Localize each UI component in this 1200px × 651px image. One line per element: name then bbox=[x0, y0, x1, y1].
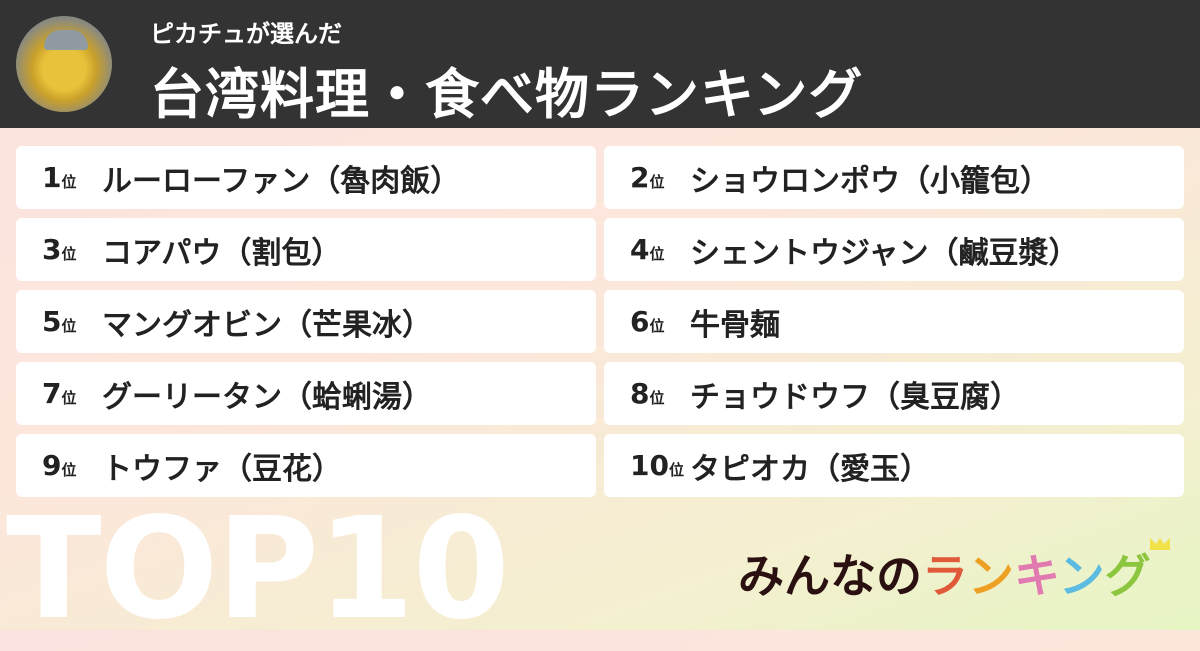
rank-suffix: 位 bbox=[61, 317, 77, 335]
rank-number: 1位 bbox=[42, 161, 77, 194]
rank-suffix: 位 bbox=[61, 461, 77, 479]
ranking-item[interactable]: 5位 マングオビン（芒果冰） bbox=[16, 290, 596, 353]
rank-number: 8位 bbox=[630, 377, 665, 410]
logo-char: キ bbox=[1014, 549, 1059, 603]
logo-char: グ bbox=[1104, 549, 1151, 603]
item-name: シェントウジャン（鹹豆漿） bbox=[690, 235, 1079, 271]
logo-char: ラ bbox=[922, 549, 968, 603]
logo-char: ン bbox=[968, 549, 1014, 603]
rank-suffix: 位 bbox=[649, 173, 665, 191]
ranking-item[interactable]: 7位 グーリータン（蛤蜊湯） bbox=[16, 362, 596, 425]
rank-number: 5位 bbox=[42, 305, 77, 338]
ranking-item[interactable]: 4位 シェントウジャン（鹹豆漿） bbox=[604, 218, 1184, 281]
ranking-item[interactable]: 10位 タピオカ（愛玉） bbox=[604, 434, 1184, 497]
page-title: 台湾料理・食べ物ランキング bbox=[150, 63, 864, 126]
avatar bbox=[16, 16, 112, 112]
item-name: ルーローファン（魯肉飯） bbox=[102, 163, 461, 199]
item-name: ショウロンポウ（小籠包） bbox=[690, 163, 1050, 199]
top10-label: TOP10 bbox=[6, 488, 510, 651]
rank-number: 4位 bbox=[630, 233, 665, 266]
rank-suffix: 位 bbox=[649, 317, 665, 335]
ranking-item[interactable]: 9位 トウファ（豆花） bbox=[16, 434, 596, 497]
ranking-item[interactable]: 3位 コアパウ（割包） bbox=[16, 218, 596, 281]
rank-number: 3位 bbox=[42, 233, 77, 266]
rank-number: 6位 bbox=[630, 305, 665, 338]
item-name: チョウドウフ（臭豆腐） bbox=[690, 379, 1020, 415]
logo-char: ン bbox=[1058, 549, 1105, 603]
rank-suffix: 位 bbox=[61, 389, 77, 407]
subtitle: ピカチュが選んだ bbox=[150, 20, 342, 48]
item-name: グーリータン（蛤蜊湯） bbox=[102, 379, 432, 415]
item-name: トウファ（豆花） bbox=[102, 451, 342, 487]
item-name: マングオビン（芒果冰） bbox=[102, 307, 432, 343]
ranking-item[interactable]: 8位 チョウドウフ（臭豆腐） bbox=[604, 362, 1184, 425]
crown-icon bbox=[1150, 538, 1170, 550]
rank-suffix: 位 bbox=[61, 173, 77, 191]
item-name: 牛骨麺 bbox=[690, 307, 780, 343]
rank-suffix: 位 bbox=[649, 245, 665, 263]
logo-part1: みんなの bbox=[738, 549, 922, 603]
rank-suffix: 位 bbox=[61, 245, 77, 263]
item-name: コアパウ（割包） bbox=[102, 235, 342, 271]
rank-number: 10位 bbox=[630, 449, 684, 482]
rank-number: 9位 bbox=[42, 449, 77, 482]
rank-number: 2位 bbox=[630, 161, 665, 194]
ranking-item[interactable]: 2位 ショウロンポウ（小籠包） bbox=[604, 146, 1184, 209]
site-logo[interactable]: みんなのランキング bbox=[738, 540, 1151, 606]
rank-suffix: 位 bbox=[649, 389, 665, 407]
ranking-item[interactable]: 1位 ルーローファン（魯肉飯） bbox=[16, 146, 596, 209]
rank-number: 7位 bbox=[42, 377, 77, 410]
header: ピカチュが選んだ 台湾料理・食べ物ランキング bbox=[0, 0, 1200, 128]
cap-shape bbox=[44, 30, 88, 50]
item-name: タピオカ（愛玉） bbox=[690, 451, 930, 487]
rank-suffix: 位 bbox=[668, 461, 684, 479]
ranking-item[interactable]: 6位 牛骨麺 bbox=[604, 290, 1184, 353]
